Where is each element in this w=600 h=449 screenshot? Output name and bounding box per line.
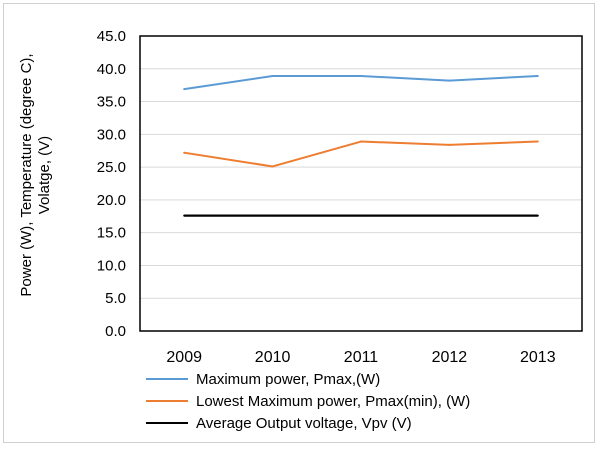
- legend: Maximum power, Pmax,(W) Lowest Maximum p…: [146, 368, 470, 434]
- chart-frame: [3, 3, 595, 443]
- y-axis-label-line-2: Volatge, (V): [36, 135, 53, 215]
- series-line-2: [184, 140, 538, 168]
- data-point: [271, 165, 274, 168]
- data-point: [448, 214, 451, 217]
- y-tick-label: 20.0: [97, 192, 126, 209]
- y-axis-label: Power (W), Temperature (degree C), Volat…: [2, 20, 70, 330]
- data-point: [360, 140, 362, 143]
- y-tick-label: 5.0: [105, 290, 126, 307]
- data-point: [536, 74, 539, 77]
- x-axis-ticks: 2009 2010 2011 2012 2013: [166, 349, 555, 366]
- gridlines: [140, 35, 582, 332]
- data-point: [360, 214, 362, 217]
- y-tick-label: 45.0: [97, 28, 126, 45]
- y-axis-label-line-1: Power (W), Temperature (degree C),: [18, 53, 35, 297]
- legend-item-avg-voltage: Average Output voltage, Vpv (V): [146, 412, 470, 434]
- plot-area-border: [139, 35, 583, 332]
- data-point: [183, 214, 186, 217]
- y-tick-label: 15.0: [97, 225, 126, 242]
- x-tick-label: 2010: [255, 349, 291, 366]
- data-point: [183, 88, 186, 91]
- y-tick-label: 35.0: [97, 94, 126, 111]
- data-point: [536, 140, 539, 143]
- data-point: [448, 79, 451, 82]
- y-tick-label: 30.0: [97, 126, 126, 143]
- y-tick-label: 10.0: [97, 257, 126, 274]
- legend-swatch: [146, 422, 188, 424]
- data-point: [271, 74, 274, 77]
- data-point: [183, 151, 186, 154]
- legend-label: Maximum power, Pmax,(W): [196, 370, 381, 388]
- y-axis-ticks: 0.0 5.0 10.0 15.0 20.0 25.0 30.0 35.0 40.0 45.0: [97, 28, 126, 340]
- data-point: [448, 143, 451, 146]
- series-line-1: [184, 74, 538, 91]
- data-point: [360, 74, 362, 77]
- legend-item-lowest-max-power: Lowest Maximum power, Pmax(min), (W): [146, 390, 470, 412]
- legend-swatch: [146, 378, 188, 380]
- legend-label: Average Output voltage, Vpv (V): [196, 414, 412, 432]
- y-tick-label: 40.0: [97, 61, 126, 78]
- series-lines: [183, 74, 539, 217]
- data-point: [536, 214, 539, 217]
- x-tick-label: 2011: [344, 349, 379, 366]
- y-tick-label: 25.0: [97, 159, 126, 176]
- legend-label: Lowest Maximum power, Pmax(min), (W): [196, 392, 471, 410]
- x-tick-label: 2013: [520, 349, 556, 366]
- x-tick-label: 2012: [432, 349, 468, 366]
- data-point: [271, 214, 274, 217]
- legend-item-max-power: Maximum power, Pmax,(W): [146, 368, 470, 390]
- x-tick-label: 2009: [166, 349, 202, 366]
- y-tick-label: 0.0: [105, 323, 126, 340]
- legend-swatch: [146, 400, 188, 402]
